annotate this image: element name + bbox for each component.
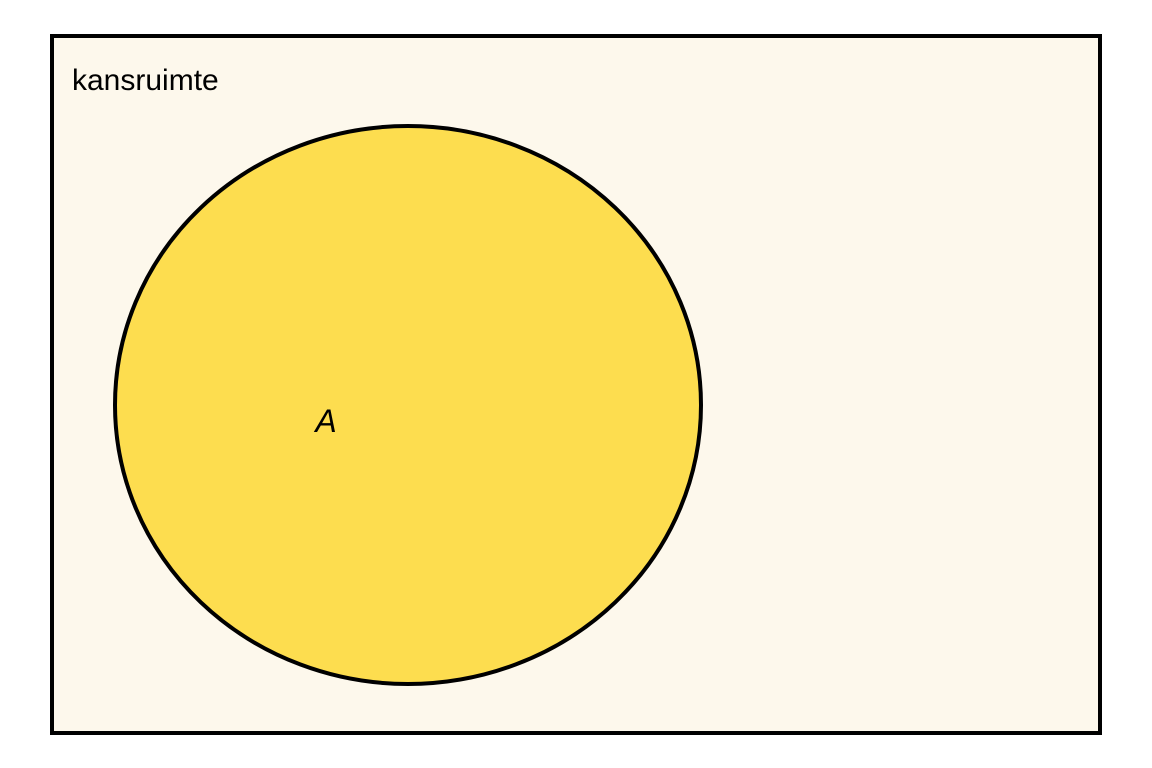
event-a-label: A [313, 403, 336, 439]
event-a-circle [113, 124, 703, 686]
sample-space-label: kansruimte [72, 64, 219, 97]
